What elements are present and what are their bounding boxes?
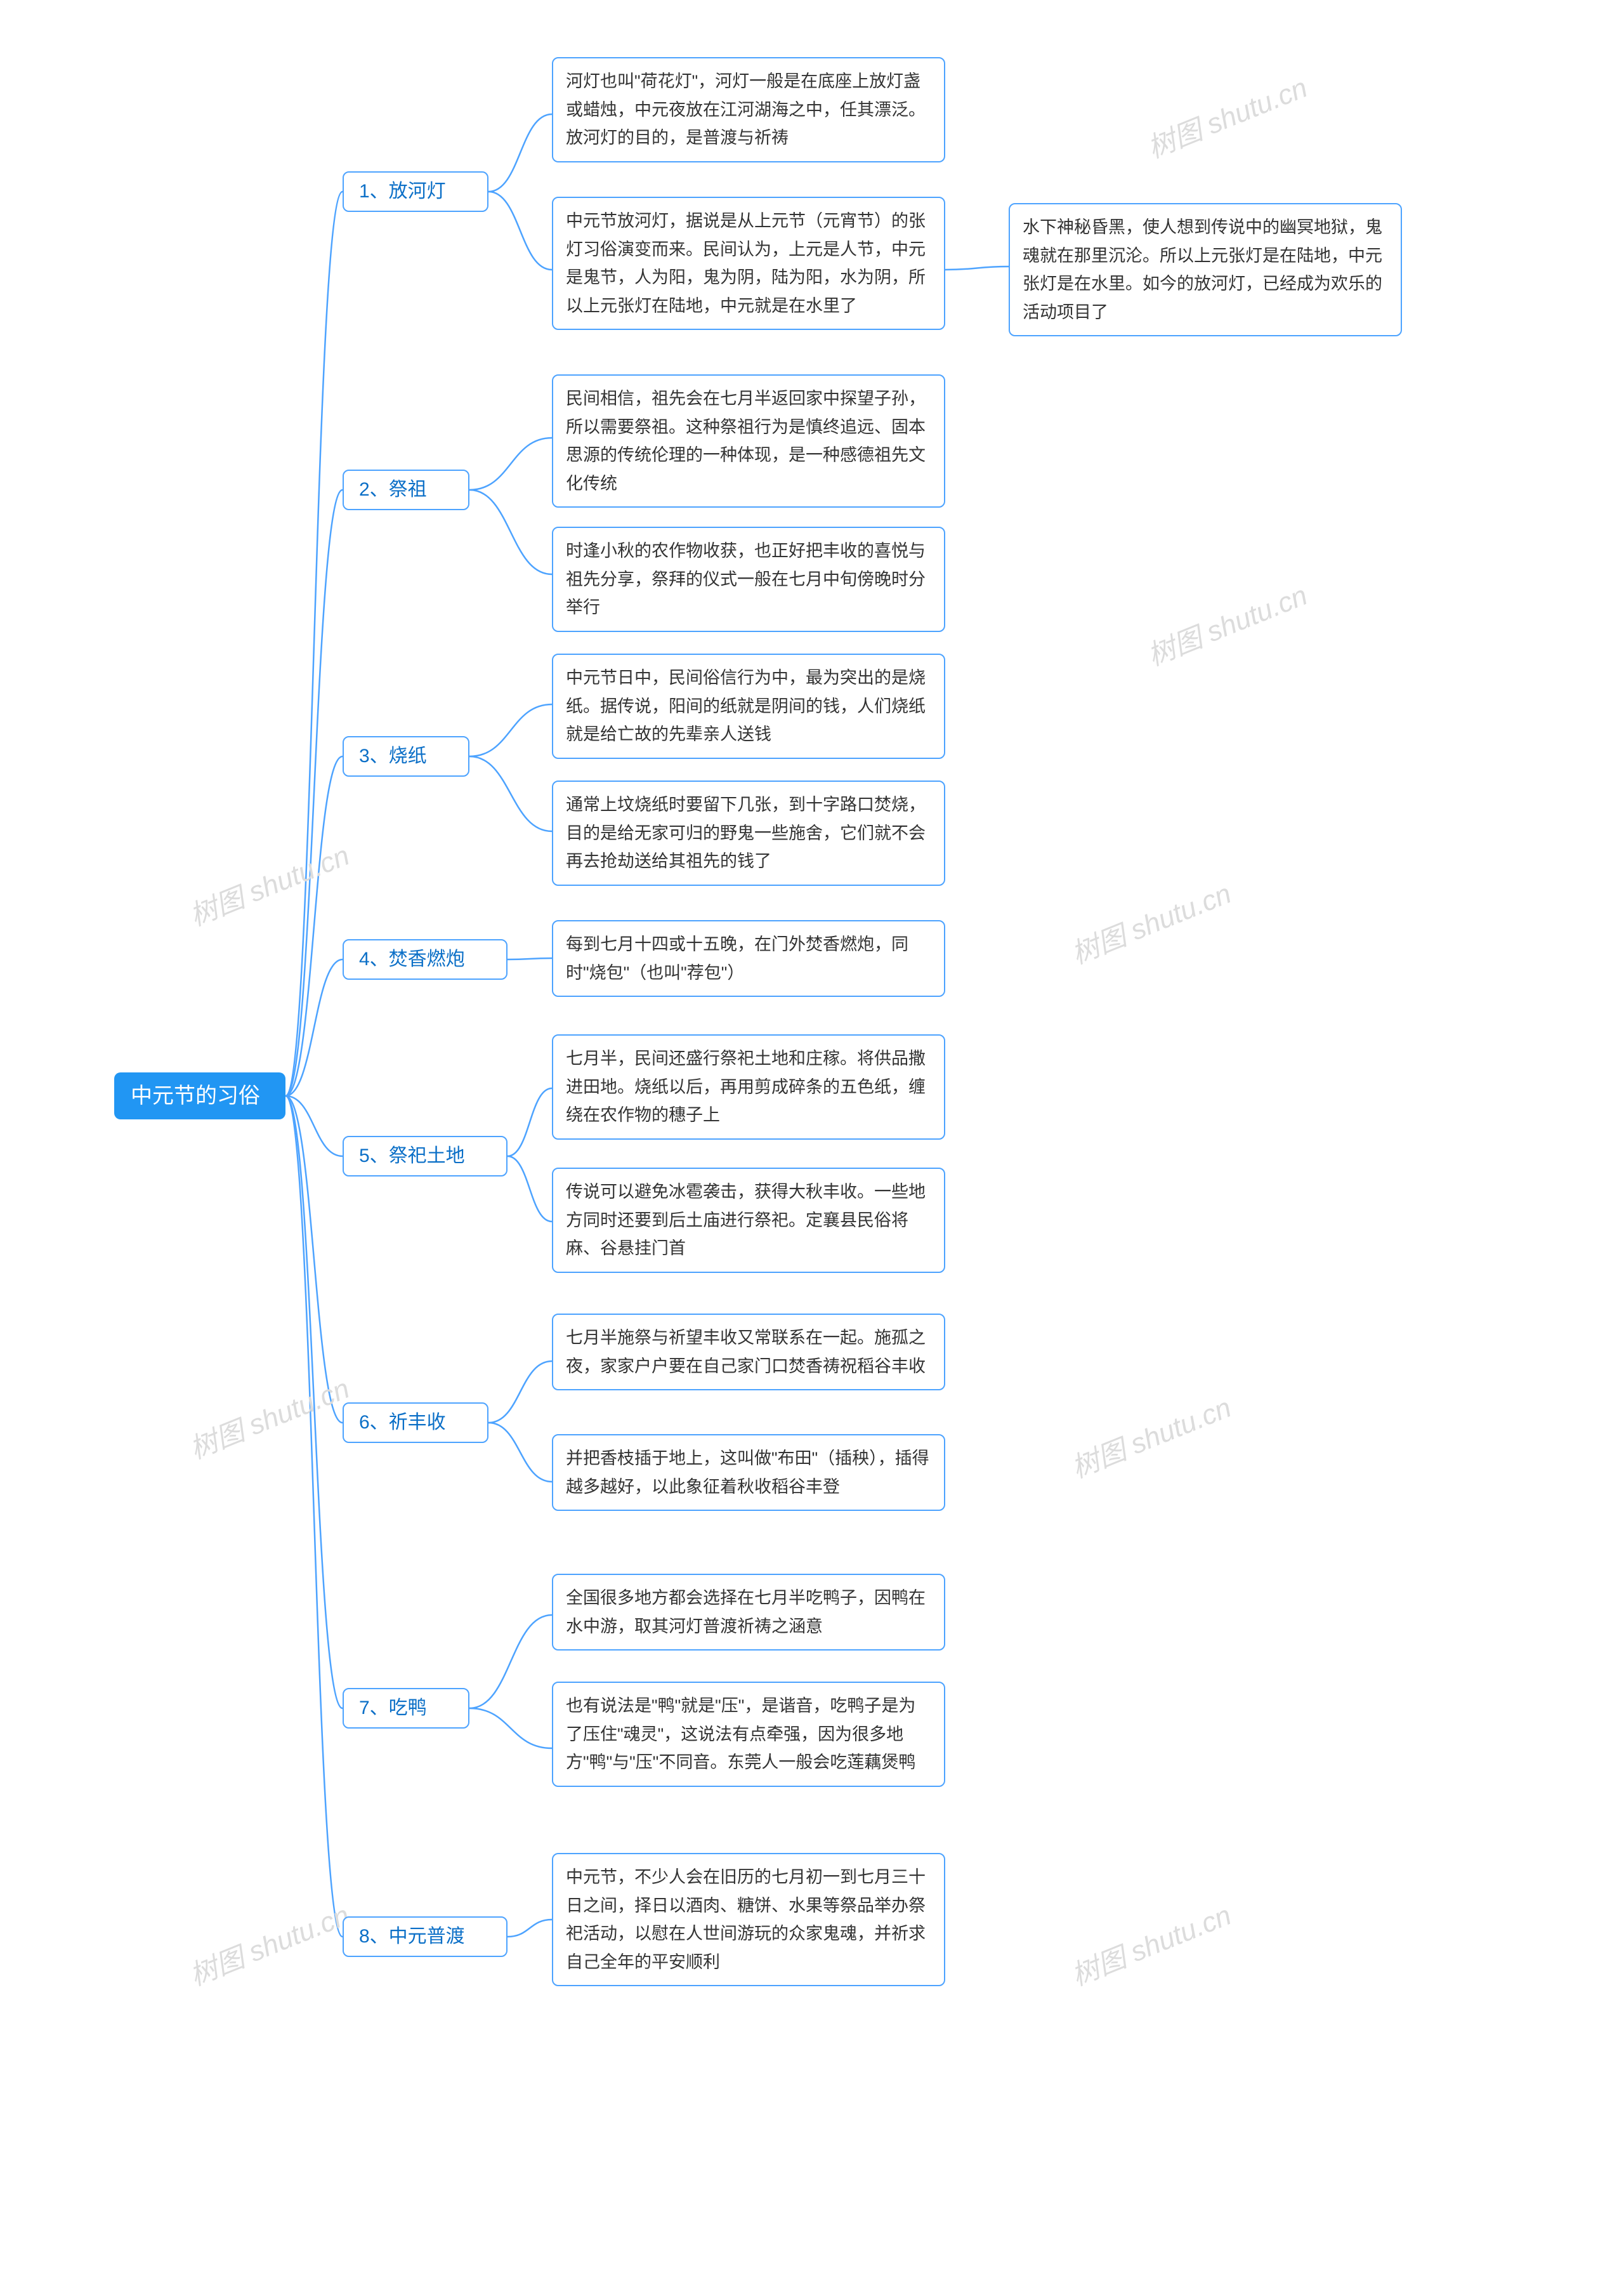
watermark: 树图 shutu.cn — [183, 833, 355, 933]
detail-node: 中元节日中，民间俗信行为中，最为突出的是烧纸。据传说，阳间的纸就是阴间的钱，人们… — [552, 654, 945, 759]
watermark: 树图 shutu.cn — [183, 1366, 355, 1466]
watermark: 树图 shutu.cn — [1141, 65, 1313, 166]
watermark: 树图 shutu.cn — [1064, 1892, 1236, 1993]
topic-node-7[interactable]: 7、吃鸭 — [343, 1688, 469, 1729]
detail-node: 通常上坟烧纸时要留下几张，到十字路口焚烧，目的是给无家可归的野鬼一些施舍，它们就… — [552, 781, 945, 886]
topic-node-4[interactable]: 4、焚香燃炮 — [343, 939, 508, 980]
topic-node-8[interactable]: 8、中元普渡 — [343, 1916, 508, 1957]
detail-node: 传说可以避免冰雹袭击，获得大秋丰收。一些地方同时还要到后土庙进行祭祀。定襄县民俗… — [552, 1168, 945, 1273]
root-node[interactable]: 中元节的习俗 — [114, 1072, 285, 1119]
detail-node: 中元节，不少人会在旧历的七月初一到七月三十日之间，择日以酒肉、糖饼、水果等祭品举… — [552, 1853, 945, 1986]
watermark: 树图 shutu.cn — [183, 1892, 355, 1993]
mindmap-canvas: 树图 shutu.cn 树图 shutu.cn 树图 shutu.cn 树图 s… — [0, 0, 1624, 2280]
detail-node: 水下神秘昏黑，使人想到传说中的幽冥地狱，鬼魂就在那里沉沦。所以上元张灯是在陆地，… — [1009, 203, 1402, 336]
topic-node-3[interactable]: 3、烧纸 — [343, 736, 469, 777]
detail-node: 民间相信，祖先会在七月半返回家中探望子孙，所以需要祭祖。这种祭祖行为是慎终追远、… — [552, 374, 945, 508]
watermark: 树图 shutu.cn — [1141, 572, 1313, 673]
detail-node: 河灯也叫"荷花灯"，河灯一般是在底座上放灯盏或蜡烛，中元夜放在江河湖海之中，任其… — [552, 57, 945, 162]
topic-node-1[interactable]: 1、放河灯 — [343, 171, 488, 212]
watermark: 树图 shutu.cn — [1064, 1385, 1236, 1486]
detail-node: 也有说法是"鸭"就是"压"，是谐音，吃鸭子是为了压住"魂灵"，这说法有点牵强，因… — [552, 1682, 945, 1787]
topic-node-2[interactable]: 2、祭祖 — [343, 470, 469, 510]
detail-node: 并把香枝插于地上，这叫做"布田"（插秧），插得越多越好，以此象征着秋收稻谷丰登 — [552, 1434, 945, 1511]
detail-node: 中元节放河灯，据说是从上元节（元宵节）的张灯习俗演变而来。民间认为，上元是人节，… — [552, 197, 945, 330]
detail-node: 每到七月十四或十五晚，在门外焚香燃炮，同时"烧包"（也叫"荐包"） — [552, 920, 945, 997]
detail-node: 七月半施祭与祈望丰收又常联系在一起。施孤之夜，家家户户要在自己家门口焚香祷祝稻谷… — [552, 1314, 945, 1390]
detail-node: 全国很多地方都会选择在七月半吃鸭子，因鸭在水中游，取其河灯普渡祈祷之涵意 — [552, 1574, 945, 1651]
topic-node-6[interactable]: 6、祈丰收 — [343, 1402, 488, 1443]
detail-node: 时逢小秋的农作物收获，也正好把丰收的喜悦与祖先分享，祭拜的仪式一般在七月中旬傍晚… — [552, 527, 945, 632]
detail-node: 七月半，民间还盛行祭祀土地和庄稼。将供品撒进田地。烧纸以后，再用剪成碎条的五色纸… — [552, 1034, 945, 1140]
watermark: 树图 shutu.cn — [1064, 871, 1236, 972]
topic-node-5[interactable]: 5、祭祀土地 — [343, 1136, 508, 1176]
